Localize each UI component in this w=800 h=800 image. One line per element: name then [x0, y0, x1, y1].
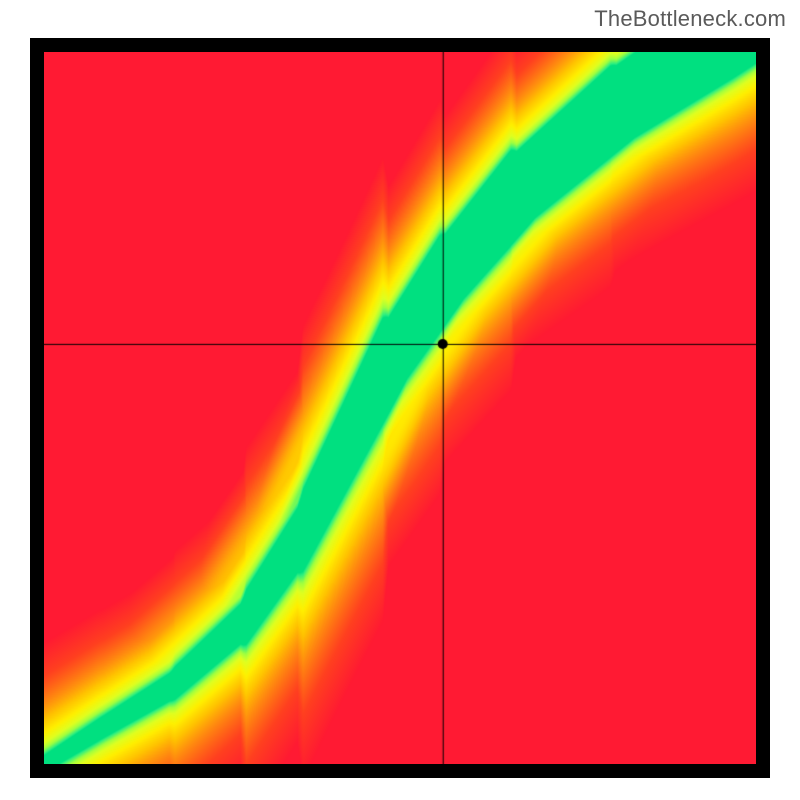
plot-frame [30, 38, 770, 778]
watermark-text: TheBottleneck.com [594, 6, 786, 32]
heatmap-canvas [44, 52, 756, 764]
heatmap-plot [44, 52, 756, 764]
